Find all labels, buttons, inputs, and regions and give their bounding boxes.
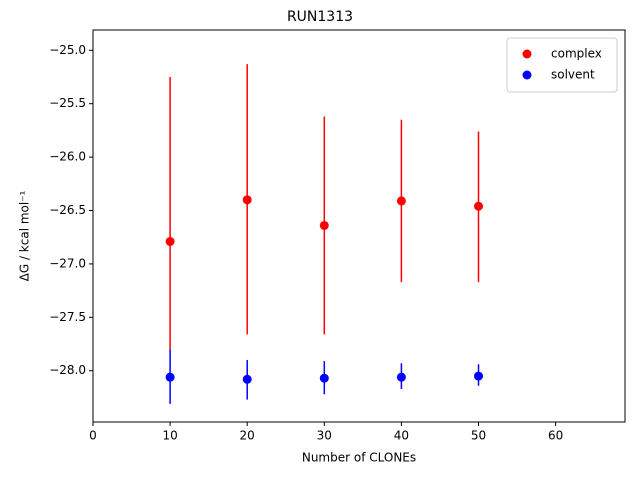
- x-axis-label: Number of CLONEs: [302, 451, 416, 465]
- y-tick-label: −28.0: [49, 363, 86, 377]
- y-tick-label: −27.0: [49, 256, 86, 270]
- chart-title: RUN1313: [287, 9, 353, 25]
- point: [396, 372, 406, 382]
- point: [319, 220, 329, 230]
- point: [319, 373, 329, 383]
- legend-label: solvent: [551, 68, 595, 82]
- x-tick-label: 40: [394, 429, 409, 443]
- point: [242, 374, 252, 384]
- y-tick-label: −25.0: [49, 43, 86, 57]
- point: [165, 236, 175, 246]
- point: [474, 201, 484, 211]
- y-tick-label: −26.5: [49, 203, 86, 217]
- x-tick-label: 0: [89, 429, 97, 443]
- legend-box: [506, 37, 618, 93]
- x-tick-label: 60: [548, 429, 563, 443]
- legend-marker: [522, 49, 532, 59]
- legend-marker: [522, 70, 532, 80]
- y-tick-label: −27.5: [49, 310, 86, 324]
- point: [165, 372, 175, 382]
- point: [242, 195, 252, 205]
- point: [474, 371, 484, 381]
- x-tick-label: 20: [240, 429, 255, 443]
- x-tick-label: 30: [317, 429, 332, 443]
- point: [396, 196, 406, 206]
- x-tick-label: 50: [471, 429, 486, 443]
- y-tick-label: −25.5: [49, 96, 86, 110]
- plot-frame: [92, 29, 626, 423]
- y-axis-label: ΔG / kcal mol⁻¹: [18, 190, 32, 281]
- y-tick-label: −26.0: [49, 150, 86, 164]
- legend-label: complex: [551, 47, 602, 61]
- x-tick-label: 10: [162, 429, 177, 443]
